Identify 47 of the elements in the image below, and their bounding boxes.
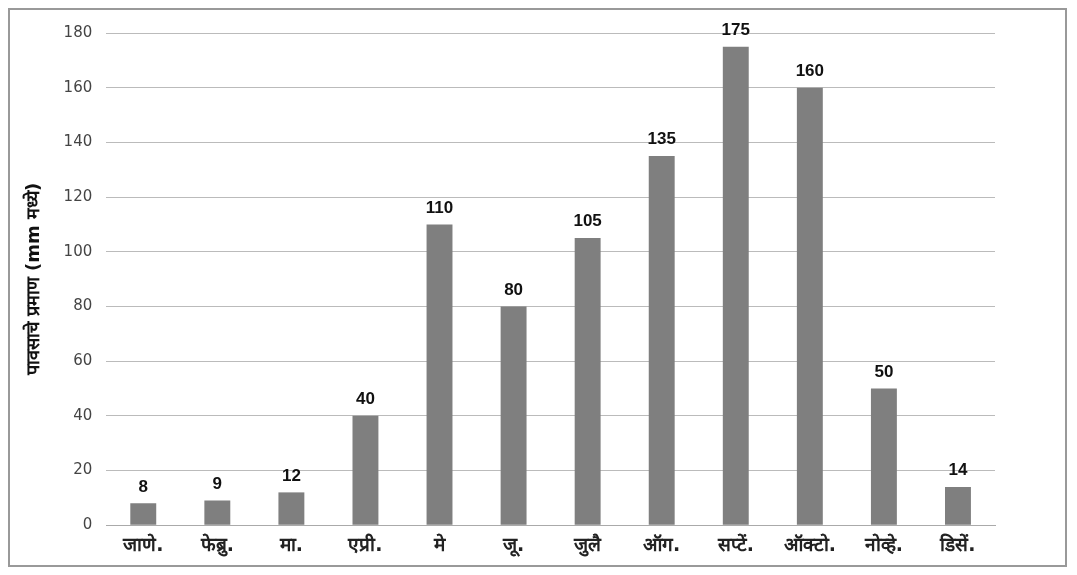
bar (648, 156, 675, 525)
y-axis-title: पावसाचे प्रमाण (mm मध्ये) (22, 182, 44, 377)
data-label: 175 (721, 19, 750, 39)
x-tick-label: नोव्हे. (863, 532, 904, 555)
y-tick-label: 120 (63, 186, 93, 205)
x-tick-label: एप्री. (347, 532, 383, 555)
x-tick-label: डिसें. (939, 532, 976, 555)
data-label: 160 (795, 60, 825, 80)
bar (870, 388, 897, 525)
x-tick-label: जुलै (573, 532, 603, 557)
y-tick-label: 80 (73, 296, 93, 315)
data-label: 14 (948, 460, 968, 480)
y-tick-label: 0 (82, 515, 93, 534)
bar (796, 87, 823, 525)
y-tick-label: 140 (63, 132, 93, 151)
bar (352, 415, 379, 525)
data-label: 135 (647, 129, 676, 149)
x-tick-label: फेब्रु. (199, 532, 234, 557)
data-label: 8 (138, 476, 148, 496)
x-tick-label: ऑग. (643, 532, 681, 555)
x-tick-label: ऑक्टो. (783, 532, 836, 555)
data-label: 12 (281, 465, 301, 485)
data-label: 40 (355, 389, 375, 409)
y-tick-label: 40 (73, 405, 93, 424)
data-label: 50 (874, 361, 894, 381)
bar (945, 486, 971, 525)
x-tick-label: सप्टें. (716, 532, 754, 555)
x-tick-label: मे (433, 532, 447, 555)
bar (204, 500, 231, 525)
bar (722, 46, 749, 525)
bar (278, 492, 305, 525)
data-label: 9 (212, 473, 223, 493)
x-tick-label: मा. (278, 532, 303, 555)
x-tick-label: जू. (501, 532, 525, 557)
y-tick-label: 60 (73, 351, 93, 370)
data-label: 110 (425, 197, 454, 217)
y-tick-label: 180 (63, 22, 93, 41)
bar (130, 503, 157, 525)
bar (500, 306, 527, 525)
y-tick-label: 20 (73, 460, 93, 479)
bar (426, 224, 453, 525)
x-tick-label: जाणे. (122, 532, 164, 555)
y-tick-label: 100 (63, 241, 93, 260)
data-label: 80 (504, 279, 524, 299)
data-label: 105 (573, 211, 602, 231)
bar (574, 238, 601, 525)
y-tick-label: 160 (63, 77, 93, 96)
